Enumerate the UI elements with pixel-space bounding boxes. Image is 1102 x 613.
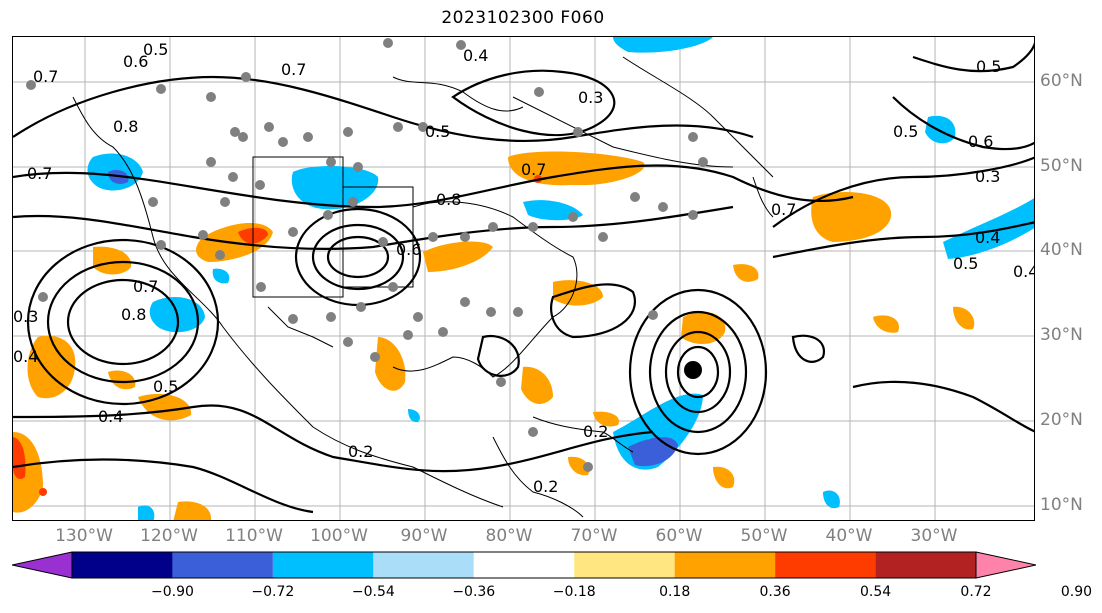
lon-label: 30°W (910, 526, 958, 546)
lat-label: 40°N (1040, 240, 1083, 260)
lat-label: 60°N (1040, 71, 1083, 91)
colorbar-tick-label: 0.54 (859, 584, 892, 600)
map-canvas: 0.5 0.6 0.7 0.4 0.3 0.5 0.6 0.5 0.3 0.7 … (13, 37, 1035, 520)
colorbar-segment (775, 552, 876, 578)
contour-label: 0.3 (13, 307, 38, 326)
lon-label: 110°W (225, 526, 283, 546)
colorbar-tick-label: 0.90 (1060, 584, 1093, 600)
contour-label: 0.5 (153, 377, 178, 396)
map-title: 2023102300 F060 (441, 8, 605, 28)
contour-label: 0.4 (1013, 262, 1035, 281)
contour-label: 0.4 (98, 407, 123, 426)
contour-label: 0.7 (521, 160, 546, 179)
contour-label: 0.7 (33, 67, 58, 86)
contour-lines (13, 42, 1034, 514)
contour-label: 0.7 (27, 164, 52, 183)
contour-label: 0.2 (348, 442, 373, 461)
colorbar-segment (574, 552, 675, 578)
contour-label: 0.2 (533, 477, 558, 496)
colorbar-extend-high (975, 551, 1037, 579)
lon-label: 70°W (570, 526, 618, 546)
colorbar-tick-label: −0.72 (251, 584, 295, 600)
contour-label: 0.4 (463, 46, 488, 65)
contour-label: 0.2 (583, 422, 608, 441)
lat-label: 30°N (1040, 325, 1083, 345)
lon-label: 120°W (140, 526, 198, 546)
colorbar-segment (72, 552, 173, 578)
colorbar-svg (11, 551, 1037, 579)
contour-label: 0.8 (113, 117, 138, 136)
lon-label: 50°W (740, 526, 788, 546)
gridlines (13, 37, 1034, 520)
lat-label: 10°N (1040, 495, 1083, 515)
contour-label: 0.6 (123, 52, 148, 71)
contour-label: 0.3 (975, 167, 1000, 186)
contour-label: 0.7 (771, 200, 796, 219)
lon-label: 80°W (485, 526, 533, 546)
colorbar-tick-label: 0.36 (759, 584, 791, 600)
storm-center-marker (684, 361, 702, 379)
contour-label: 0.8 (436, 190, 461, 209)
station-dots (26, 38, 708, 472)
colorbar-segment (172, 552, 273, 578)
positive-anomaly-fill (13, 151, 975, 520)
contour-label: 0.5 (143, 40, 168, 59)
colorbar-segment (875, 552, 976, 578)
contour-label: 0.5 (953, 254, 978, 273)
colorbar-tick-label: −0.18 (552, 584, 596, 600)
contour-label: 0.7 (133, 277, 158, 296)
contour-label-group: 0.5 0.6 0.7 0.4 0.3 0.5 0.6 0.5 0.3 0.7 … (13, 40, 1035, 496)
contour-label: 0.5 (976, 57, 1001, 76)
colorbar-segment (272, 552, 374, 578)
colorbar-tick-label: −0.54 (351, 584, 395, 600)
contour-label: 0.7 (281, 60, 306, 79)
lon-label: 130°W (55, 526, 113, 546)
coastlines (72, 56, 774, 518)
contour-label: 0.6 (968, 132, 993, 151)
contour-label: 0.3 (578, 88, 603, 107)
colorbar-tick-label: 0.72 (960, 584, 992, 600)
colorbar-segment (674, 552, 776, 578)
negative-anomaly-fill (87, 37, 1034, 520)
colorbar-tick-label: −0.36 (452, 584, 496, 600)
lon-label: 100°W (310, 526, 368, 546)
contour-label: 0.8 (121, 305, 146, 324)
colorbar-segment (373, 552, 474, 578)
colorbar-extend-low (11, 551, 73, 579)
contour-label: 0.4 (13, 347, 38, 366)
lon-label: 40°W (825, 526, 873, 546)
map-panel: 0.5 0.6 0.7 0.4 0.3 0.5 0.6 0.5 0.3 0.7 … (12, 36, 1035, 521)
colorbar-tick-label: −0.90 (150, 584, 194, 600)
colorbar-segment (473, 552, 575, 578)
lon-label: 60°W (655, 526, 703, 546)
colorbar (11, 551, 1037, 579)
contour-label: 0.6 (396, 240, 421, 259)
colorbar-frame (71, 551, 977, 579)
lat-label: 50°N (1040, 156, 1083, 176)
contour-label: 0.4 (975, 228, 1000, 247)
lat-label: 20°N (1040, 410, 1083, 430)
contour-label: 0.5 (893, 122, 918, 141)
contour-label: 0.5 (425, 122, 450, 141)
lon-label: 90°W (400, 526, 448, 546)
colorbar-tick-label: 0.18 (659, 584, 691, 600)
